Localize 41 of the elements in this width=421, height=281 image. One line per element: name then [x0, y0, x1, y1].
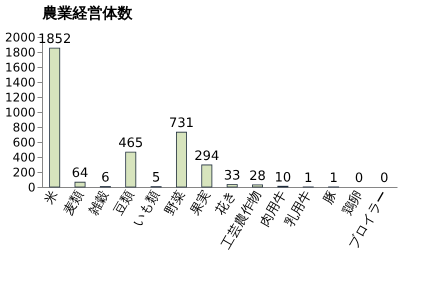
y-tick-label: 600 — [12, 136, 36, 150]
x-tick-label: 雑穀 — [86, 188, 112, 218]
data-label: 0 — [354, 171, 364, 186]
data-label: 0 — [380, 171, 388, 186]
bar — [74, 182, 86, 188]
data-label: 294 — [194, 148, 220, 164]
y-tick-label: 1400 — [4, 76, 36, 90]
bar — [125, 152, 136, 188]
data-label: 1 — [329, 170, 338, 186]
y-tick-label: 0 — [28, 180, 36, 194]
data-label: 28 — [249, 168, 266, 184]
y-tick-label: 1000 — [4, 106, 36, 120]
x-tick-label: 豆類 — [112, 188, 138, 218]
bar — [226, 184, 238, 188]
data-label: 1852 — [38, 32, 72, 48]
y-tick-label: 1800 — [4, 46, 36, 60]
data-label: 33 — [224, 168, 240, 184]
y-tick-label: 800 — [12, 120, 36, 134]
chart-title: 農業経営体数 — [41, 4, 134, 22]
data-label: 64 — [72, 166, 88, 182]
x-tick-label: 米 — [42, 188, 62, 207]
y-tick-label: 400 — [12, 150, 36, 164]
data-label: 465 — [118, 136, 144, 152]
y-tick-label: 1200 — [4, 90, 36, 104]
x-tick-label: 鶏卵 — [340, 188, 366, 218]
x-tick-label: 豚 — [321, 188, 341, 207]
bar — [201, 164, 212, 188]
data-label: 5 — [152, 170, 160, 186]
data-label: 1 — [304, 170, 312, 186]
x-tick-label: 野菜 — [162, 188, 188, 218]
x-tick-label: 果実 — [186, 188, 214, 218]
bar — [49, 48, 60, 188]
y-tick-label: 2000 — [4, 30, 36, 44]
y-tick-label: 1600 — [4, 60, 36, 74]
data-label: 10 — [274, 170, 292, 186]
data-label: 731 — [169, 116, 194, 132]
bar — [176, 132, 187, 188]
x-tick-label: 麦類 — [60, 188, 87, 218]
bar — [252, 184, 264, 188]
y-tick-label: 200 — [12, 166, 36, 180]
data-label: 6 — [101, 170, 110, 186]
